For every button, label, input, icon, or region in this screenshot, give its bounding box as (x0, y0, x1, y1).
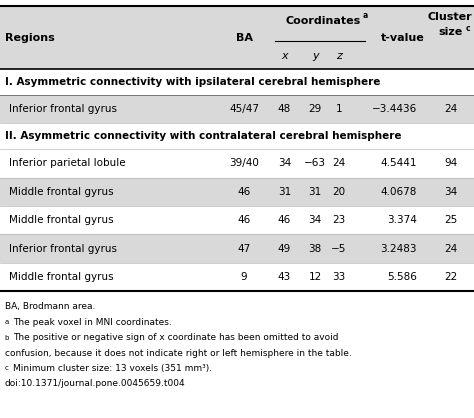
Text: 94: 94 (444, 158, 457, 168)
Text: 24: 24 (444, 244, 457, 254)
Text: 43: 43 (278, 272, 291, 282)
Bar (0, 95, 474, 123)
Text: Cluster: Cluster (428, 12, 473, 22)
Bar (0, 149, 474, 178)
Text: t-value: t-value (381, 33, 425, 43)
Text: 12: 12 (309, 272, 322, 282)
Text: The peak voxel in MNI coordinates.: The peak voxel in MNI coordinates. (13, 318, 172, 326)
Text: −63: −63 (304, 158, 326, 168)
Text: Middle frontal gyrus: Middle frontal gyrus (9, 187, 114, 197)
Text: 47: 47 (237, 244, 251, 254)
Text: Middle frontal gyrus: Middle frontal gyrus (9, 272, 114, 282)
Text: 24: 24 (444, 104, 457, 114)
Text: a: a (5, 319, 9, 325)
Bar (0, 178, 474, 206)
Text: 33: 33 (332, 272, 346, 282)
Text: BA, Brodmann area.: BA, Brodmann area. (5, 302, 95, 311)
Text: 34: 34 (309, 215, 322, 225)
Text: 29: 29 (309, 104, 322, 114)
Text: 3.374: 3.374 (387, 215, 417, 225)
Text: b: b (5, 334, 9, 341)
Text: Minimum cluster size: 13 voxels (351 mm³).: Minimum cluster size: 13 voxels (351 mm³… (13, 364, 212, 373)
Bar (0, 206, 474, 234)
Text: 34: 34 (278, 158, 291, 168)
Text: The positive or negative sign of x coordinate has been omitted to avoid: The positive or negative sign of x coord… (13, 333, 339, 342)
Text: I. Asymmetric connectivity with ipsilateral cerebral hemisphere: I. Asymmetric connectivity with ipsilate… (5, 77, 380, 87)
Text: Regions: Regions (5, 33, 55, 43)
Text: −3.4436: −3.4436 (372, 104, 417, 114)
Text: c: c (5, 365, 9, 372)
Text: a: a (363, 11, 368, 20)
Text: x: x (281, 51, 288, 61)
Text: z: z (336, 51, 342, 61)
Text: II. Asymmetric connectivity with contralateral cerebral hemisphere: II. Asymmetric connectivity with contral… (5, 131, 401, 141)
Text: 3.2483: 3.2483 (381, 244, 417, 254)
Text: c: c (466, 23, 471, 33)
Text: 25: 25 (444, 215, 457, 225)
Text: 31: 31 (309, 187, 322, 197)
Text: 4.5441: 4.5441 (381, 158, 417, 168)
Text: Inferior parietal lobule: Inferior parietal lobule (9, 158, 126, 168)
Bar (0, 69, 474, 95)
Text: BA: BA (236, 33, 253, 43)
Bar (0, 6, 474, 69)
Text: 1: 1 (336, 104, 342, 114)
Bar (0, 123, 474, 149)
Text: 31: 31 (278, 187, 291, 197)
Text: 23: 23 (332, 215, 346, 225)
Text: size: size (438, 27, 463, 37)
Text: 5.586: 5.586 (387, 272, 417, 282)
Text: doi:10.1371/journal.pone.0045659.t004: doi:10.1371/journal.pone.0045659.t004 (5, 380, 185, 388)
Text: 4.0678: 4.0678 (381, 187, 417, 197)
Text: Inferior frontal gyrus: Inferior frontal gyrus (9, 244, 118, 254)
Text: 49: 49 (278, 244, 291, 254)
Text: 45/47: 45/47 (229, 104, 259, 114)
Text: Middle frontal gyrus: Middle frontal gyrus (9, 215, 114, 225)
Text: 46: 46 (237, 187, 251, 197)
Text: 46: 46 (237, 215, 251, 225)
Text: 39/40: 39/40 (229, 158, 259, 168)
Bar (0, 234, 474, 263)
Text: 20: 20 (332, 187, 346, 197)
Text: 48: 48 (278, 104, 291, 114)
Text: Coordinates: Coordinates (286, 16, 361, 26)
Bar (0, 263, 474, 291)
Text: 24: 24 (332, 158, 346, 168)
Text: y: y (312, 51, 319, 61)
Text: −5: −5 (331, 244, 346, 254)
Text: 38: 38 (309, 244, 322, 254)
Text: 46: 46 (278, 215, 291, 225)
Text: 9: 9 (241, 272, 247, 282)
Text: 34: 34 (444, 187, 457, 197)
Text: Inferior frontal gyrus: Inferior frontal gyrus (9, 104, 118, 114)
Text: confusion, because it does not indicate right or left hemisphere in the table.: confusion, because it does not indicate … (5, 349, 352, 357)
Text: 22: 22 (444, 272, 457, 282)
